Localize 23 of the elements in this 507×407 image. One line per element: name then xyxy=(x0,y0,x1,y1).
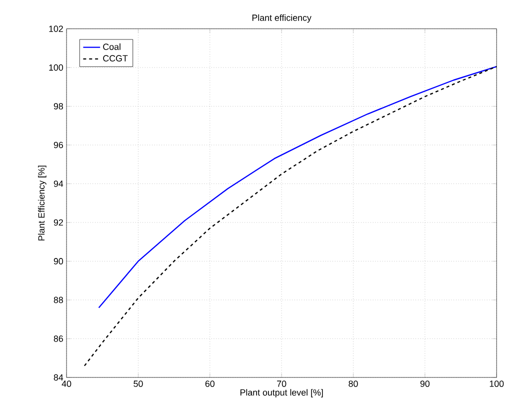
y-tick-label: 98 xyxy=(54,103,63,110)
x-tick-label: 80 xyxy=(348,380,358,387)
x-tick-label: 50 xyxy=(134,380,143,387)
chart-title: Plant efficiency xyxy=(252,14,312,23)
y-tick-label: 88 xyxy=(54,296,63,303)
y-tick-label: 94 xyxy=(54,180,64,187)
y-tick-label: 100 xyxy=(49,64,64,71)
x-tick-label: 100 xyxy=(490,380,504,387)
y-tick-label: 102 xyxy=(49,26,63,32)
y-tick-label: 86 xyxy=(54,335,63,342)
x-tick-label: 70 xyxy=(277,380,286,387)
y-tick-label: 90 xyxy=(54,258,64,264)
x-tick-label: 90 xyxy=(420,380,430,387)
x-tick-label: 60 xyxy=(205,380,215,387)
y-tick-label: 92 xyxy=(54,219,63,226)
x-axis-title: Plant output level [%] xyxy=(240,388,323,398)
y-tick-label: 84 xyxy=(54,374,64,380)
legend-label: Coal xyxy=(103,43,120,50)
line-series xyxy=(98,66,497,308)
legend-label: CCGT xyxy=(103,55,128,62)
y-tick-label: 96 xyxy=(54,142,63,148)
x-tick-label: 40 xyxy=(62,380,72,387)
y-axis-title: Plant Efficiency [%] xyxy=(38,166,46,240)
